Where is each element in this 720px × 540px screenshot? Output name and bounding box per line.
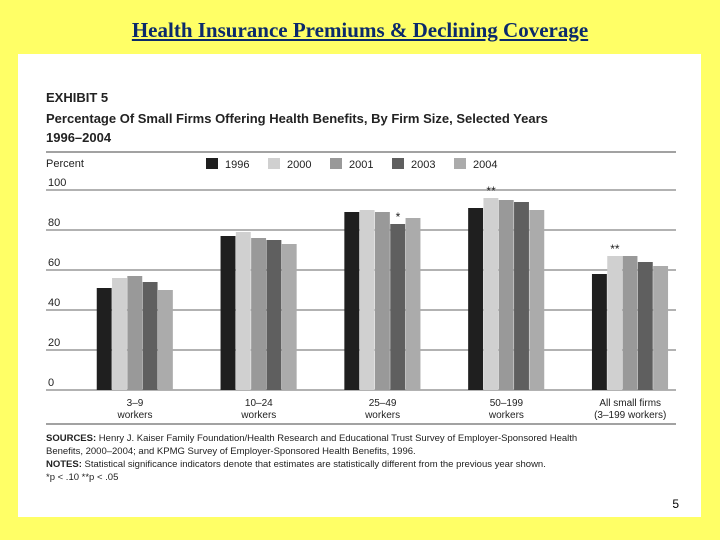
y-tick-label-80: 80	[48, 217, 60, 229]
bar-4-2000	[607, 256, 623, 390]
legend-swatch-1996	[206, 158, 218, 169]
legend-label-2000: 2000	[287, 159, 311, 171]
bar-0-2004	[157, 290, 173, 390]
bar-4-1996	[591, 274, 607, 390]
legend-swatch-2004	[454, 158, 466, 169]
bar-3-2000	[483, 198, 499, 390]
bar-3-1996	[468, 208, 484, 390]
bar-1-2003	[266, 240, 282, 390]
exhibit-title-line-1: Percentage Of Small Firms Offering Healt…	[46, 111, 548, 126]
x-tick-label-1-1: workers	[240, 410, 276, 421]
notes-line: NOTES: Statistical significance indicato…	[46, 458, 676, 471]
significance-marker-1: **	[486, 184, 496, 198]
bar-1-2004	[281, 244, 297, 390]
bar-4-2004	[653, 266, 669, 390]
bar-3-2004	[529, 210, 545, 390]
bar-0-1996	[96, 288, 112, 390]
sources-line-2: Benefits, 2000–2004; and KPMG Survey of …	[46, 446, 416, 457]
bar-0-2000	[112, 278, 127, 390]
y-tick-label-0: 0	[48, 377, 54, 389]
x-tick-label-1-0: 10–24	[245, 398, 273, 409]
exhibit-label: EXHIBIT 5	[46, 90, 109, 105]
legend-swatch-2003	[392, 158, 404, 169]
notes-text: Statistical significance indicators deno…	[81, 459, 546, 470]
bar-4-2001	[622, 256, 638, 390]
bar-2-2001	[374, 212, 390, 390]
significance-marker-2: **	[610, 242, 620, 256]
y-tick-label-40: 40	[48, 297, 60, 309]
legend-label-1996: 1996	[225, 159, 249, 171]
x-tick-label-4-0: All small firms	[599, 398, 661, 409]
x-tick-label-2-0: 25–49	[369, 398, 397, 409]
bar-3-2001	[498, 200, 514, 390]
slide-title: Health Insurance Premiums & Declining Co…	[131, 18, 589, 42]
bar-2-1996	[344, 212, 360, 390]
bar-2-2004	[405, 218, 421, 390]
x-tick-label-2-1: workers	[364, 410, 400, 421]
x-tick-label-4-1: (3–199 workers)	[594, 410, 666, 421]
bar-chart: Percent 1996 2000 2001 2003 2004 0 20 40 60 80 100 3…	[46, 151, 676, 425]
bar-1-2000	[235, 232, 251, 390]
bar-4-2003	[637, 262, 653, 390]
bar-2-2000	[359, 210, 375, 390]
bar-3-2003	[514, 202, 529, 390]
significance-line: *p < .10 **p < .05	[46, 472, 119, 483]
bar-0-2003	[142, 282, 158, 390]
sources-text-1: Henry J. Kaiser Family Foundation/Health…	[96, 433, 578, 444]
notes-label: NOTES:	[46, 459, 82, 470]
y-tick-label-100: 100	[48, 177, 66, 189]
y-tick-label-20: 20	[48, 337, 60, 349]
legend-swatch-2001	[330, 158, 342, 169]
x-tick-label-0-1: workers	[116, 410, 152, 421]
exhibit-title-line-2: 1996–2004	[46, 130, 112, 145]
x-tick-label-3-1: workers	[488, 410, 524, 421]
bar-1-1996	[220, 236, 236, 390]
bar-2-2003	[390, 224, 406, 390]
page-number: 5	[672, 497, 679, 511]
bar-1-2001	[251, 238, 267, 390]
sources-line-1: SOURCES: Henry J. Kaiser Family Foundati…	[46, 432, 676, 445]
y-tick-label-60: 60	[48, 257, 60, 269]
sources-label: SOURCES:	[46, 433, 97, 444]
exhibit-panel: EXHIBIT 5 Percentage Of Small Firms Offe…	[18, 54, 701, 517]
significance-marker-0: *	[396, 210, 401, 224]
legend-label-2003: 2003	[411, 159, 435, 171]
x-tick-label-0-0: 3–9	[127, 398, 144, 409]
bar-0-2001	[127, 276, 143, 390]
legend-label-2004: 2004	[473, 159, 497, 171]
exhibit-title: Percentage Of Small Firms Offering Healt…	[46, 109, 646, 147]
x-tick-label-3-0: 50–199	[490, 398, 524, 409]
legend-swatch-2000	[268, 158, 280, 169]
y-axis-label: Percent	[46, 158, 84, 170]
chart-notes: SOURCES: Henry J. Kaiser Family Foundati…	[46, 432, 676, 484]
legend-label-2001: 2001	[349, 159, 373, 171]
